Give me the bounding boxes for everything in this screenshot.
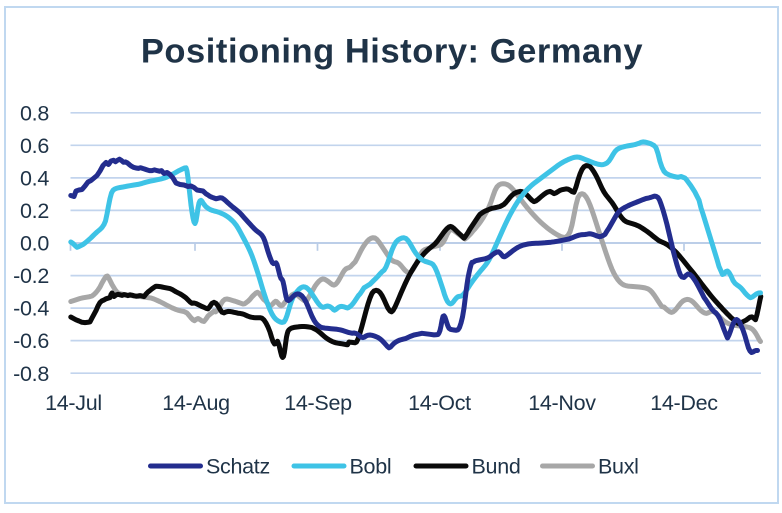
svg-text:Positioning History: Germany: Positioning History: Germany (141, 33, 643, 71)
svg-text:Bobl: Bobl (350, 455, 392, 479)
svg-text:0.8: 0.8 (20, 101, 49, 125)
svg-text:Schatz: Schatz (206, 455, 270, 479)
svg-text:-0.6: -0.6 (13, 329, 49, 353)
svg-text:0.2: 0.2 (20, 199, 49, 223)
svg-text:Buxl: Buxl (598, 455, 639, 479)
svg-text:Bund: Bund (472, 455, 521, 479)
svg-text:14-Nov: 14-Nov (528, 391, 596, 415)
svg-text:-0.2: -0.2 (13, 264, 49, 288)
svg-text:-0.8: -0.8 (13, 362, 49, 386)
svg-text:-0.4: -0.4 (13, 297, 49, 321)
svg-text:14-Jul: 14-Jul (45, 391, 102, 415)
svg-text:14-Aug: 14-Aug (162, 391, 230, 415)
svg-text:14-Dec: 14-Dec (650, 391, 718, 415)
svg-text:14-Sep: 14-Sep (284, 391, 352, 415)
svg-text:0.0: 0.0 (20, 232, 49, 256)
svg-text:0.4: 0.4 (20, 167, 49, 191)
svg-text:14-Oct: 14-Oct (408, 391, 471, 415)
svg-text:0.6: 0.6 (20, 134, 49, 158)
